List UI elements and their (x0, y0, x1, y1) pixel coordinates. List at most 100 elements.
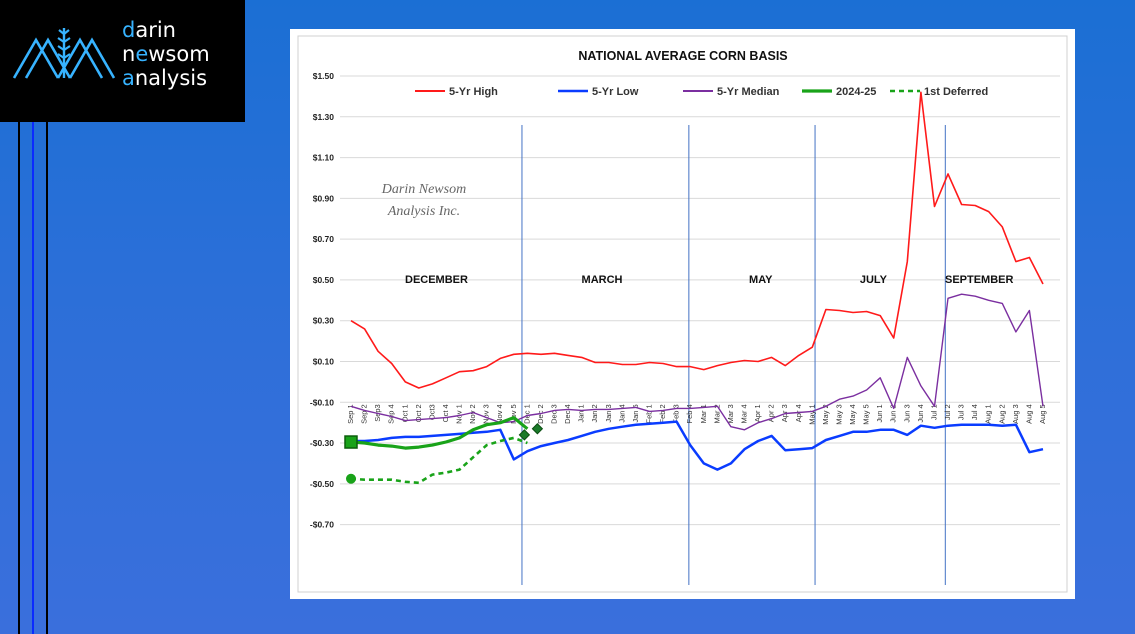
x-tick-label: Sep 2 (360, 404, 369, 424)
brand-logo: darin newsom analysis (0, 0, 245, 122)
x-tick-label: Jan 2 (590, 404, 599, 422)
y-tick-label: -$0.30 (310, 438, 334, 448)
x-tick-label: Aug 5 (1038, 404, 1047, 424)
x-tick-label: Jul 3 (957, 404, 966, 420)
x-tick-label: Oct 2 (414, 404, 423, 422)
marker-1st-deferred-end (518, 429, 531, 441)
series-line-5-yr-low (351, 420, 1044, 471)
x-tick-label: Dec 1 (522, 404, 531, 424)
watermark-line-1: Darin Newsom (381, 182, 466, 197)
x-tick-label: Oct 4 (441, 404, 450, 422)
brand-line-1: darin (122, 18, 176, 42)
brand-wordmark: darin newsom analysis (122, 18, 210, 90)
x-tick-label: Feb 4 (685, 404, 694, 423)
x-tick-label: Nov 4 (495, 404, 504, 424)
y-tick-label: $0.10 (313, 356, 335, 366)
x-tick-label: Nov 5 (509, 404, 518, 424)
legend: 5-Yr High 5-Yr Low 5-Yr Median 2024-25 1st D… (415, 86, 988, 98)
x-tick-label: Jun 3 (902, 404, 911, 422)
x-tick-label: Sep 4 (387, 404, 396, 424)
x-tick-label: Jul 2 (943, 404, 952, 420)
decorative-rule-middle (32, 122, 34, 634)
x-tick-label: Mar 3 (726, 404, 735, 423)
y-tick-label: $0.70 (313, 234, 335, 244)
x-tick-label: Dec 3 (550, 404, 559, 424)
gridlines (340, 75, 1060, 526)
chart-card: NATIONAL AVERAGE CORN BASIS $1.50 $1.30 $1… (290, 29, 1075, 599)
x-tick-label: Aug 3 (1011, 404, 1020, 424)
x-tick-label: May 2 (821, 404, 830, 424)
x-tick-label: Mar 1 (699, 404, 708, 423)
chart-title: NATIONAL AVERAGE CORN BASIS (578, 49, 787, 63)
x-tick-label: Jul 1 (929, 404, 938, 420)
legend-label: 2024-25 (836, 86, 876, 98)
marker-1st-deferred-start (346, 473, 356, 484)
month-label: MARCH (582, 274, 623, 286)
x-tick-label: May 1 (807, 404, 816, 424)
x-tick-label: Mar 4 (739, 404, 748, 423)
y-tick-label: -$0.10 (310, 397, 334, 407)
x-tick-label: Apr 1 (753, 404, 762, 422)
month-label: JULY (860, 274, 888, 286)
series-line-2024-25 (350, 416, 529, 450)
month-label: SEPTEMBER (945, 274, 1014, 286)
x-tick-label: Jan 3 (604, 404, 613, 422)
marker-2024-25-start (344, 435, 358, 449)
x-tick-label: Apr 2 (767, 404, 776, 422)
y-tick-label: -$0.70 (310, 520, 334, 530)
contract-dividers (521, 125, 946, 585)
x-tick-label: May 5 (862, 404, 871, 424)
series-line-5-yr-high (350, 91, 1044, 389)
series-lines (350, 91, 1044, 485)
month-label: MAY (749, 274, 773, 286)
x-tick-label: Aug 4 (1024, 404, 1033, 424)
legend-label: 5-Yr High (449, 86, 498, 98)
x-tick-label: Jul 4 (970, 404, 979, 420)
x-tick-label: Mar 2 (712, 404, 721, 423)
x-tick-label: Nov 3 (482, 404, 491, 424)
x-tick-label: Feb 2 (658, 404, 667, 423)
brand-line-2: newsom (122, 42, 210, 66)
x-tick-label: Jun 2 (889, 404, 898, 422)
x-tick-label: Jun 4 (916, 404, 925, 422)
series-line-1st-deferred (350, 436, 528, 485)
month-label: DECEMBER (405, 274, 468, 286)
x-tick-label: Dec 4 (563, 404, 572, 424)
y-tick-label: $1.50 (313, 71, 335, 81)
watermark-line-2: Analysis Inc. (387, 204, 460, 219)
x-tick-label: Aug 1 (984, 404, 993, 424)
decorative-rule-right (46, 122, 48, 634)
x-tick-label: Feb 1 (645, 404, 654, 423)
y-tick-label: -$0.50 (310, 479, 334, 489)
x-tick-label: Oct3 (427, 404, 436, 420)
marker-2024-25-end (531, 423, 544, 435)
y-tick-label: $0.50 (313, 275, 335, 285)
mountain-wheat-logo-icon (12, 28, 116, 79)
plot-frame (297, 35, 1068, 593)
contract-month-labels: DECEMBER MARCH MAY JULY SEPTEMBER (405, 274, 1013, 286)
x-tick-label: Feb 3 (672, 404, 681, 423)
x-tick-label: Aug 2 (997, 404, 1006, 424)
legend-label: 5-Yr Low (592, 86, 639, 98)
x-tick-label: Jan 5 (631, 404, 640, 422)
x-tick-label: Jan 4 (617, 404, 626, 422)
x-tick-label: Sep 1 (346, 404, 355, 424)
x-tick-label: May 4 (848, 404, 857, 424)
x-tick-label: Nov 2 (468, 404, 477, 424)
brand-line-3: analysis (122, 66, 208, 90)
x-tick-label: Oct 1 (400, 404, 409, 422)
corn-basis-chart: NATIONAL AVERAGE CORN BASIS $1.50$1.30$1… (297, 35, 1068, 593)
watermark: Darin Newsom Analysis Inc. (381, 182, 466, 219)
series-line-5-yr-median (350, 293, 1044, 431)
y-tick-label: $0.90 (313, 193, 335, 203)
y-tick-label: $1.30 (313, 112, 335, 122)
y-tick-label: $0.30 (313, 316, 335, 326)
x-tick-label: Jan 1 (577, 404, 586, 422)
x-tick-label: May 3 (834, 404, 843, 424)
x-tick-label: Nov 1 (455, 404, 464, 424)
decorative-rule-left (18, 122, 20, 634)
y-tick-label: $1.10 (313, 153, 335, 163)
legend-label: 5-Yr Median (717, 86, 780, 98)
legend-label: 1st Deferred (924, 86, 988, 98)
y-axis-ticks: $1.50 $1.30 $1.10 $0.90 $0.70 $0.50 $0.30 $0.10… (310, 71, 334, 530)
